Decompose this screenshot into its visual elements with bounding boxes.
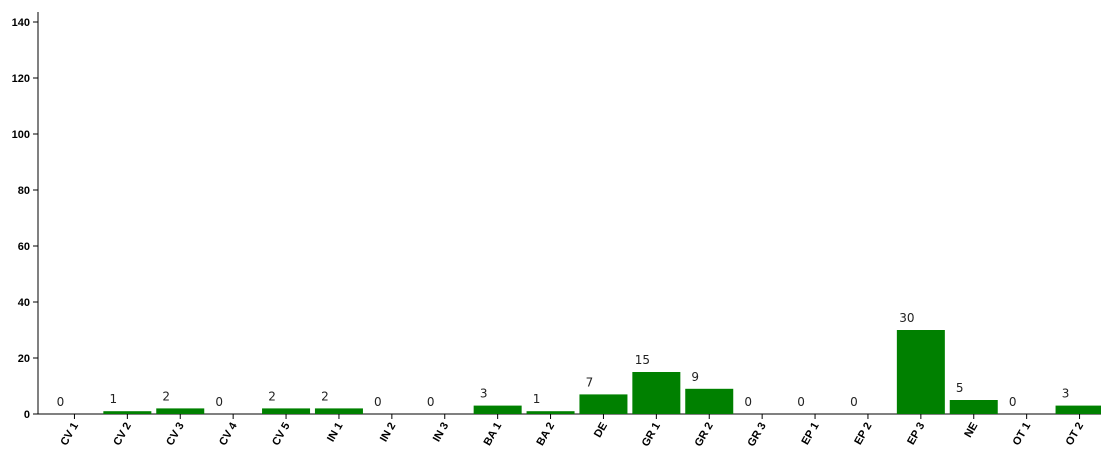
x-tick-label: BA 2 bbox=[534, 421, 557, 448]
bar[interactable] bbox=[156, 408, 205, 414]
x-tick-label: EP 3 bbox=[905, 421, 927, 447]
y-tick-label: 20 bbox=[18, 353, 30, 365]
bar[interactable] bbox=[949, 400, 998, 414]
bar-value-label: 2 bbox=[162, 389, 170, 403]
y-tick-label: 140 bbox=[12, 17, 30, 29]
bar[interactable] bbox=[314, 408, 363, 414]
x-tick-label: OT 1 bbox=[1011, 421, 1034, 448]
bar-value-label: 3 bbox=[480, 387, 488, 401]
y-tick-label: 100 bbox=[12, 129, 30, 141]
x-tick-label: CV 4 bbox=[217, 420, 240, 448]
bar-value-label: 30 bbox=[899, 311, 914, 325]
x-tick-label: NE bbox=[962, 421, 980, 440]
bar-value-label: 0 bbox=[215, 395, 223, 409]
bar-value-label: 0 bbox=[744, 395, 752, 409]
x-tick-label: GR 3 bbox=[746, 421, 769, 449]
bar-value-label: 2 bbox=[321, 389, 329, 403]
bar[interactable] bbox=[1055, 405, 1101, 414]
data-labels: 0 1 2 0 2 2 0 0 3 1 7 15 9 0 0 0 30 5 0 3 bbox=[57, 311, 1070, 409]
y-tick-label: 120 bbox=[12, 73, 30, 85]
y-tick-label: 0 bbox=[24, 409, 30, 421]
y-tick-label: 60 bbox=[18, 241, 30, 253]
y-tick-label: 40 bbox=[18, 297, 30, 309]
x-tick-label: DE bbox=[592, 421, 610, 440]
x-tick-label: IN 1 bbox=[325, 421, 345, 444]
bar[interactable] bbox=[579, 394, 628, 414]
bar-value-label: 0 bbox=[1009, 395, 1017, 409]
x-tick-label: IN 2 bbox=[378, 421, 398, 444]
bar[interactable] bbox=[262, 408, 311, 414]
bar-value-label: 2 bbox=[268, 389, 276, 403]
x-tick-label: BA 1 bbox=[482, 421, 505, 448]
x-tick-label: GR 1 bbox=[640, 421, 663, 449]
bar-value-label: 9 bbox=[691, 370, 699, 384]
bar-value-label: 5 bbox=[956, 381, 964, 395]
bar[interactable] bbox=[473, 405, 522, 414]
x-tick-label: GR 2 bbox=[693, 421, 716, 449]
x-tick-label: IN 3 bbox=[431, 421, 451, 444]
bar-value-label: 0 bbox=[374, 395, 382, 409]
bar-value-label: 0 bbox=[427, 395, 435, 409]
bar-value-label: 1 bbox=[110, 392, 118, 406]
bar-value-label: 0 bbox=[797, 395, 805, 409]
x-tick-label: CV 2 bbox=[111, 421, 134, 448]
bar[interactable] bbox=[685, 388, 734, 414]
bar-series bbox=[103, 330, 1101, 414]
bar-value-label: 1 bbox=[533, 392, 541, 406]
x-tick-label: CV 3 bbox=[164, 421, 187, 448]
bar[interactable] bbox=[103, 411, 152, 414]
x-tick-label: CV 1 bbox=[58, 421, 81, 448]
x-axis: CV 1 CV 2 CV 3 CV 4 CV 5 IN 1 IN 2 IN 3 BA 1 BA 2… bbox=[38, 413, 1101, 449]
x-tick-label: CV 5 bbox=[270, 421, 293, 448]
bar[interactable] bbox=[632, 372, 681, 414]
bar-value-label: 7 bbox=[586, 375, 594, 389]
bar-value-label: 0 bbox=[57, 395, 65, 409]
bar[interactable] bbox=[526, 411, 575, 414]
bar-value-label: 15 bbox=[635, 353, 650, 367]
x-tick-label: EP 1 bbox=[799, 421, 821, 447]
bar-value-label: 3 bbox=[1062, 387, 1070, 401]
y-axis: 0 20 40 60 80 100 120 140 bbox=[12, 12, 39, 421]
x-tick-label: EP 2 bbox=[852, 421, 874, 447]
bar[interactable] bbox=[896, 330, 945, 414]
bar-value-label: 0 bbox=[850, 395, 858, 409]
y-tick-label: 80 bbox=[18, 185, 30, 197]
x-tick-label: OT 2 bbox=[1064, 421, 1087, 448]
